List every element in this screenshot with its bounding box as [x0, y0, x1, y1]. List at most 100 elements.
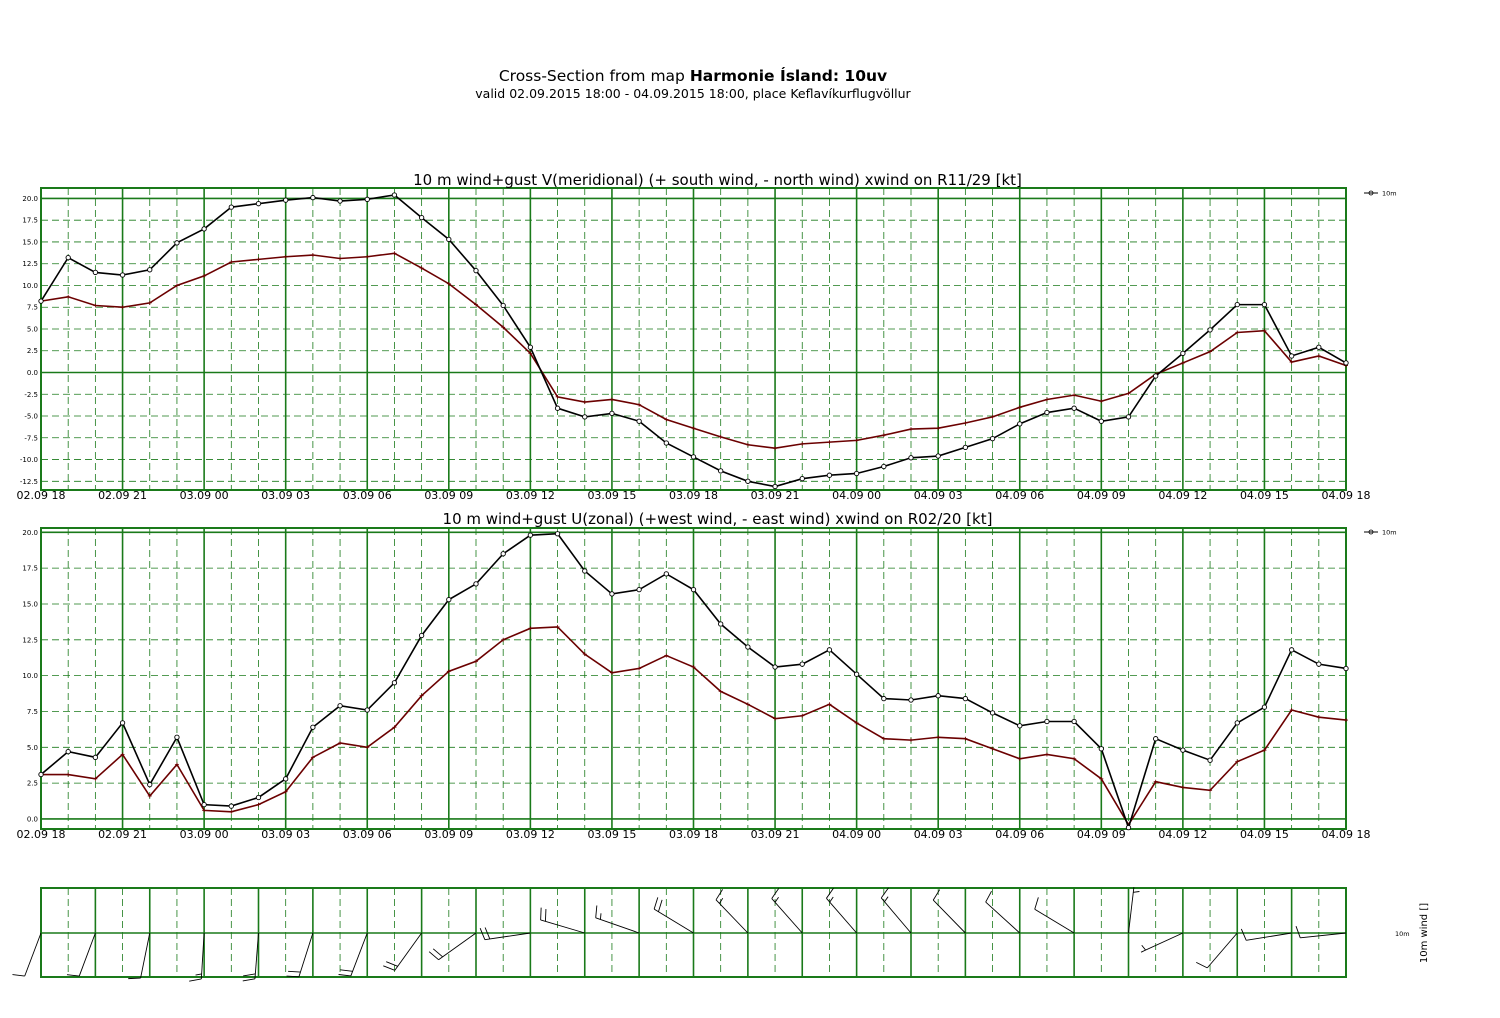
y-tick-label: -10.0	[20, 456, 38, 464]
wind-point	[228, 803, 234, 809]
wind-barb	[985, 890, 1021, 934]
wind-point	[853, 470, 860, 477]
wind-barb	[595, 905, 640, 934]
wind-barb	[286, 932, 314, 978]
gust-point	[1072, 393, 1077, 398]
barb-shaft	[771, 898, 803, 934]
wind-point	[826, 647, 833, 653]
x-tick-label: 03.09 15	[587, 828, 636, 841]
wind-point	[446, 597, 452, 603]
wind-barb	[338, 932, 368, 977]
wind-point	[174, 240, 180, 246]
wind-point	[609, 591, 615, 597]
wind-barb	[826, 887, 857, 934]
wind-point	[962, 695, 969, 702]
barb-half	[599, 913, 602, 920]
y-tick-label: 20.0	[22, 529, 38, 537]
gust-point	[1180, 360, 1185, 365]
wind-point	[1125, 414, 1132, 420]
gust-point	[1344, 718, 1348, 723]
y-tick-label: -2.5	[24, 391, 38, 399]
barb-ylabel: 10m wind []	[1419, 903, 1430, 963]
barb-full	[338, 974, 351, 977]
gust-point	[800, 713, 805, 718]
wind-point	[337, 703, 343, 709]
barb-full	[771, 888, 780, 899]
gust-point	[718, 689, 723, 694]
gust-point	[392, 251, 397, 256]
wind-point	[1017, 723, 1023, 729]
barb-full	[242, 978, 256, 982]
wind-barb-panel: 10m 10m wind []	[12, 887, 1430, 982]
gust-point	[963, 420, 968, 425]
x-tick-label: 02.09 21	[98, 489, 147, 502]
wind-point	[989, 436, 996, 442]
wind-barb	[479, 927, 531, 941]
barb-shaft	[78, 932, 96, 977]
wind-point	[1125, 824, 1132, 831]
wind-point	[418, 632, 425, 639]
gust-point	[1208, 788, 1213, 793]
main-title-prefix: Cross-Section from map	[498, 67, 690, 85]
barb-shaft	[254, 932, 259, 979]
wind-point	[337, 198, 343, 204]
wind-point	[418, 214, 425, 221]
x-tick-label: 04.09 12	[1158, 489, 1207, 502]
barb-full	[386, 961, 398, 967]
wind-point	[147, 781, 153, 788]
gust-point	[827, 440, 832, 445]
wind-point	[718, 621, 724, 627]
y-tick-label: 15.0	[22, 600, 38, 608]
wind-barb	[715, 889, 749, 934]
gust-point	[501, 637, 506, 642]
barb-full	[383, 965, 395, 971]
y-tick-label: 5.0	[27, 744, 38, 752]
gust-point	[881, 736, 886, 741]
wind-barb	[540, 907, 585, 934]
barb-full	[1240, 928, 1247, 941]
wind-point	[1153, 373, 1159, 379]
barb-full	[1034, 897, 1039, 910]
y-tick-label: 2.5	[27, 780, 38, 788]
wind-barb	[1140, 932, 1184, 953]
x-tick-label: 04.09 18	[1322, 489, 1371, 502]
wind-point	[663, 571, 669, 577]
barb-shaft	[1034, 908, 1075, 934]
barb-shaft	[350, 932, 368, 977]
barb-shaft	[200, 932, 205, 979]
gust-point	[555, 624, 560, 629]
barb-shaft	[880, 897, 912, 934]
gust-point	[637, 666, 642, 671]
barb-full	[826, 887, 834, 899]
y-tick-label: -7.5	[24, 434, 38, 442]
gust-point	[229, 259, 234, 264]
gust-point	[909, 738, 913, 743]
gust-point	[582, 652, 587, 657]
gust-point	[446, 669, 451, 674]
gust-point	[474, 302, 478, 307]
gust-point	[909, 427, 913, 432]
gust-point	[1316, 353, 1321, 358]
gust-point	[773, 716, 778, 721]
y-tick-label: 10.0	[22, 282, 38, 290]
legend-label: 10m	[1382, 189, 1397, 197]
barb-full	[658, 899, 663, 912]
wind-point	[690, 454, 697, 460]
wind-barb	[653, 897, 694, 934]
wind-point	[1098, 746, 1104, 752]
wind-point	[636, 418, 642, 424]
y-tick-label: 0.0	[27, 815, 38, 823]
gust-point	[664, 417, 669, 422]
y-tick-label: -12.5	[20, 478, 38, 486]
wind-point	[1180, 747, 1186, 753]
wind-point	[935, 453, 941, 459]
gust-point	[147, 794, 152, 799]
gust-point	[609, 670, 614, 675]
x-tick-label: 03.09 18	[669, 489, 718, 502]
gust-point	[474, 659, 478, 664]
barb-full	[432, 948, 443, 958]
gust-point	[1126, 391, 1131, 396]
x-tick-label: 04.09 09	[1077, 489, 1126, 502]
x-tick-label: 03.09 03	[261, 828, 310, 841]
y-tick-label: 17.5	[22, 565, 38, 573]
